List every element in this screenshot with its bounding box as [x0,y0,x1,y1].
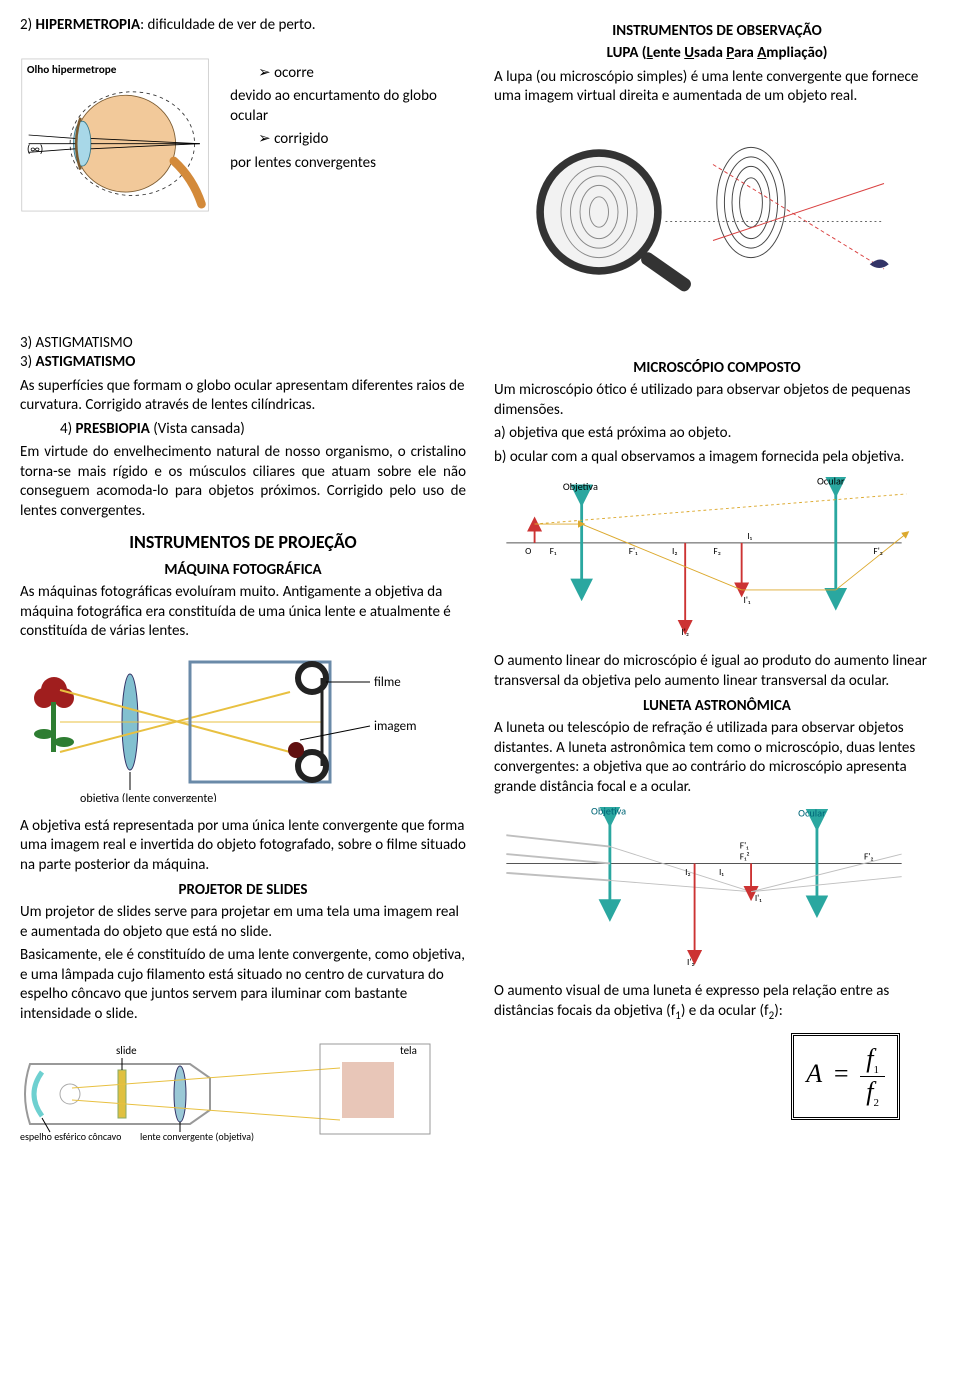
svg-text:I'₂: I'₂ [681,626,689,637]
camera-p2: A objetiva está representada por uma úni… [20,817,466,876]
astig: 3) ASTIGMATISMO [20,353,466,373]
label-tela: tela [400,1044,417,1057]
label-lente: lente convergente (objetiva) [140,1130,254,1143]
svg-text:F₂: F₂ [713,545,720,557]
svg-text:I₂: I₂ [672,545,678,557]
col-right-top: INSTRUMENTOS DE OBSERVAÇÃO LUPA (Lente U… [494,16,940,324]
bullet-1b: devido ao encurtamento do globo ocular [230,87,466,126]
micro-b: b) ocular com a qual observamos a imagem… [494,448,940,468]
right-col-2: MICROSCÓPIO COMPOSTO Um microscópio ótic… [494,353,940,1149]
svg-text:I'₁: I'₁ [755,892,762,904]
svg-text:F'₁: F'₁ [740,839,749,851]
lupa-title: LUPA (Lente Usada Para Ampliação) [494,44,940,64]
luneta-p2: O aumento visual de uma luneta é express… [494,982,940,1023]
micro-p1: Um microscópio ótico é utilizado para ob… [494,381,940,420]
camera-diagram: filme imagem objetiva (lente convergente… [20,652,440,802]
slides-title: PROJETOR DE SLIDES [20,881,466,899]
micro-p2: O aumento linear do microscópio é igual … [494,652,940,691]
svg-text:I'₂: I'₂ [687,956,695,967]
label-objetiva: objetiva (lente convergente) [80,792,217,802]
eye-title: Olho hipermetrope [27,62,117,76]
presb-text: Em virtude do envelhecimento natural de … [20,443,466,521]
slides-p2: Basicamente, ele é constituído de uma le… [20,946,466,1024]
camera-title: MÁQUINA FOTOGRÁFICA [20,561,466,579]
proj-heading: INSTRUMENTOS DE PROJEÇÃO [20,531,466,553]
svg-text:I₁: I₁ [719,866,724,878]
micro-diagram: Objetiva Ocular O F₁ F'₁ I₂ F₂ I₁ F'₂ I'… [494,477,914,637]
astig-title: 3) ASTIGMATISMO [20,334,940,354]
hipermetropia-bold: HIPERMETROPIA [36,16,141,34]
label-objetiva: Objetiva [563,480,598,493]
slides-p1: Um projetor de slides serve para projeta… [20,903,466,942]
col-left-top: 2) HIPERMETROPIA: dificuldade de ver de … [20,16,466,324]
svg-text:I₁: I₁ [747,530,752,542]
label-ocular-l: Ocular [798,807,826,819]
hipermetropia-bullets: ocorre devido ao encurtamento do globo o… [230,44,466,226]
label-objetiva-l: Objetiva [591,807,626,818]
svg-text:O: O [525,545,531,557]
micro-a: a) objetiva que está próxima ao objeto. [494,424,940,444]
num: 2) [20,16,36,34]
label-slide: slide [116,1044,137,1057]
formula: A = f1 f2 [806,1059,885,1088]
svg-text:F'₁: F'₁ [629,545,638,557]
eye-inf: (∞) [27,142,43,156]
label-imagem: imagem [374,719,416,734]
row-top: 2) HIPERMETROPIA: dificuldade de ver de … [20,16,940,324]
bullet-2b: por lentes convergentes [230,154,466,174]
svg-text:F₁: F₁ [550,545,557,557]
luneta-diagram: Objetiva Ocular F'₁ F₁² F'₂ I'₁ I'₂ I₁ [494,807,914,967]
astig-text: As superfícies que formam o globo ocular… [20,377,466,416]
hipermetropia-title: 2) HIPERMETROPIA: dificuldade de ver de … [20,16,466,36]
bullet-2a: corrigido [258,130,466,150]
bullet-1a: ocorre [258,64,466,84]
left-col-2: 3) ASTIGMATISMO As superfícies que forma… [20,353,466,1149]
lupa-diagram [494,117,894,307]
label-ocular: Ocular [817,477,845,488]
formula-box: A = f1 f2 [791,1033,900,1120]
camera-p1: As máquinas fotográficas evoluíram muito… [20,583,466,642]
label-filme: filme [374,675,401,690]
luneta-title: LUNETA ASTRONÔMICA [494,697,940,715]
rest: : dificuldade de ver de perto. [140,16,315,34]
eye-diagram: Olho hipermetrope (∞) [20,50,210,220]
presb-title: 4) PRESBIOPIA (Vista cansada) [20,420,466,440]
micro-title: MICROSCÓPIO COMPOSTO [494,359,940,377]
label-espelho: espelho esférico côncavo [20,1130,121,1143]
obs-heading: INSTRUMENTOS DE OBSERVAÇÃO [494,22,940,40]
svg-text:F₁²: F₁² [740,851,750,863]
lupa-text: A lupa (ou microscópio simples) é uma le… [494,68,940,107]
projector-diagram: slide tela espelho esférico côncavo lent… [20,1034,440,1144]
svg-text:F'₂: F'₂ [873,545,883,557]
row-2: 3) ASTIGMATISMO As superfícies que forma… [20,353,940,1149]
svg-text:I₂: I₂ [685,866,691,878]
luneta-p1: A luneta ou telescópio de refração é uti… [494,719,940,797]
svg-text:I'₁: I'₁ [744,594,751,606]
eye-illustration-wrap: Olho hipermetrope (∞) [20,44,466,226]
svg-text:F'₂: F'₂ [864,851,874,863]
